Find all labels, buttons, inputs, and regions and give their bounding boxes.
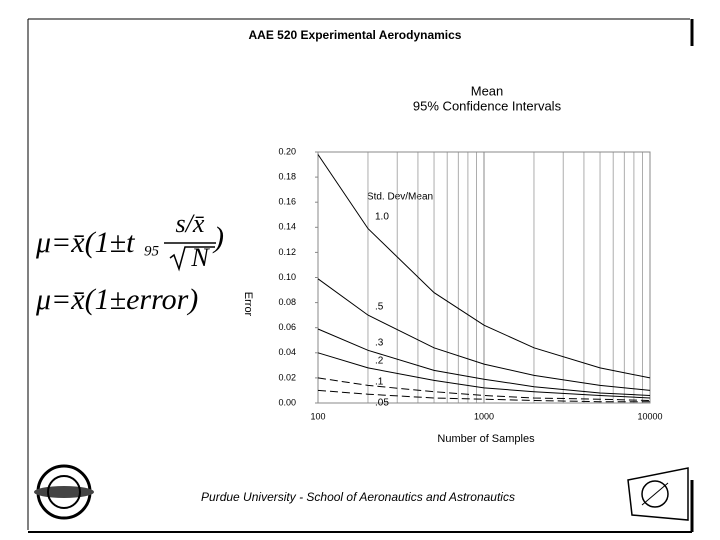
series-line [317, 154, 651, 379]
series-line [317, 328, 651, 396]
x-axis-label: Number of Samples [437, 433, 535, 445]
y-tick-label: 0.12 [278, 247, 296, 257]
formula-2: μ=x̄(1±error) [35, 283, 198, 316]
header: AAE 520 Experimental Aerodynamics [249, 28, 462, 42]
series-label: 1.0 [375, 212, 389, 223]
y-tick-label: 0.18 [278, 171, 296, 181]
logo-band [34, 486, 94, 498]
logo-shape [627, 467, 689, 521]
chart-title: Mean [471, 83, 504, 98]
y-axis-label: Error [242, 292, 254, 317]
formula-close: ) [212, 221, 224, 254]
formula-sub: 95 [144, 243, 160, 259]
series-label: .05 [375, 398, 389, 409]
y-tick-label: 0.02 [278, 372, 296, 382]
legend-title: Std. Dev/Mean [367, 192, 433, 203]
series-line [317, 278, 651, 391]
formula-num: s/x̄ [176, 209, 205, 238]
x-tick-label: 10000 [637, 411, 662, 421]
chart: Mean 95% Confidence Intervals Number of … [242, 83, 561, 444]
purdue-logo [34, 464, 94, 520]
y-tick-label: 0.08 [278, 297, 296, 307]
y-tick-label: 0.16 [278, 197, 296, 207]
logo-inner [47, 475, 81, 509]
y-tick-label: 0.06 [278, 322, 296, 332]
footer: Purdue University - School of Aeronautic… [201, 490, 515, 504]
series-label: .3 [375, 338, 384, 349]
series-line [317, 389, 650, 403]
y-tick-label: 0.10 [278, 272, 296, 282]
x-tick-label: 1000 [474, 411, 494, 421]
formula-1: μ=x̄(1±t 95 s/x̄ N ) [35, 209, 224, 272]
series-label: .5 [375, 302, 384, 313]
sqrt-sign [169, 246, 215, 272]
x-tick-label: 100 [310, 411, 325, 421]
logo-circle [641, 480, 669, 508]
y-tick-label: 0.04 [278, 347, 296, 357]
y-tick-label: 0.14 [278, 222, 296, 232]
logo-line [641, 482, 669, 506]
series-label: .2 [375, 356, 384, 367]
series-label: .1 [375, 377, 384, 388]
school-logo [627, 467, 689, 521]
formula-den: N [190, 243, 210, 272]
series-line [317, 377, 651, 401]
y-tick-label: 0.00 [278, 397, 296, 407]
y-tick-label: 0.20 [278, 146, 296, 156]
series-line [317, 352, 651, 399]
formula-lhs: μ=x̄(1±t [35, 226, 135, 259]
chart-subtitle: 95% Confidence Intervals [413, 98, 562, 113]
